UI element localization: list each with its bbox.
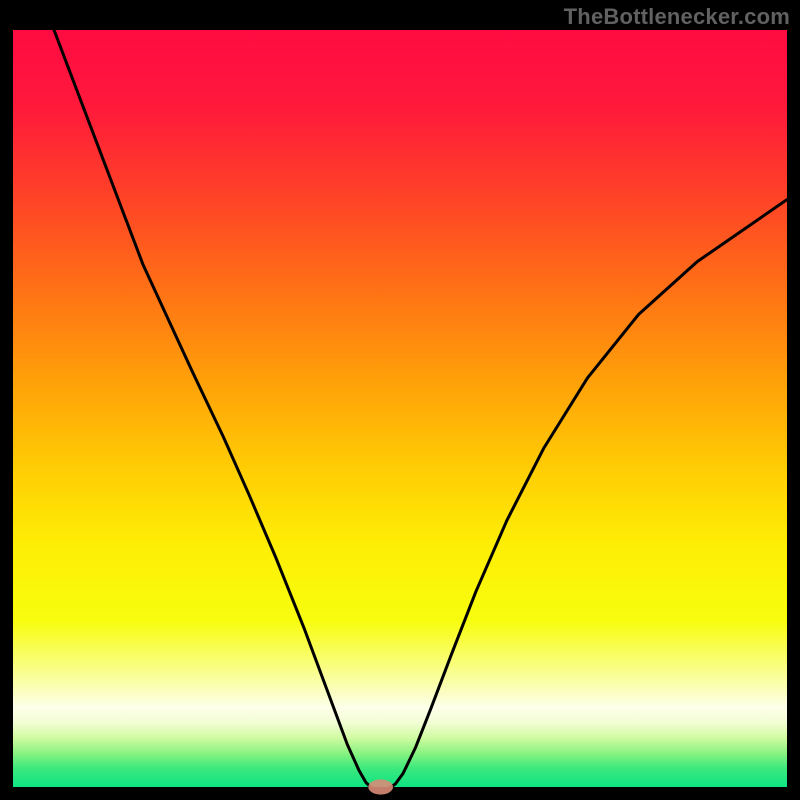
plot-background — [13, 30, 787, 787]
watermark-label: TheBottlenecker.com — [564, 4, 790, 30]
chart-svg — [0, 0, 800, 800]
bottleneck-chart: TheBottlenecker.com — [0, 0, 800, 800]
optimal-point-marker — [368, 779, 393, 794]
